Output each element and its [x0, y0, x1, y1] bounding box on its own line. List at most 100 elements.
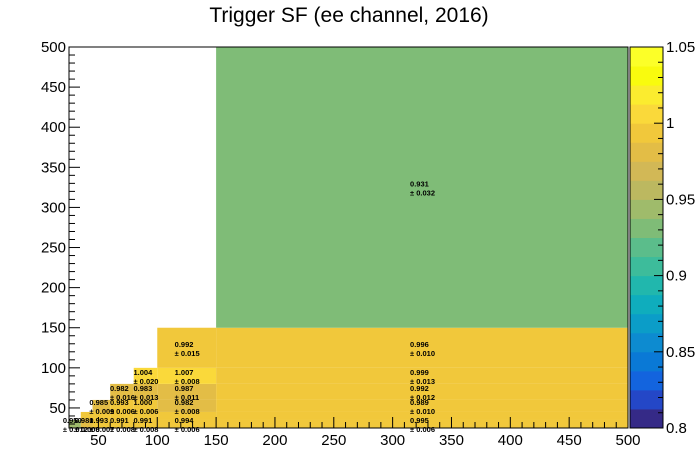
cell-value-label: 0.993	[110, 398, 129, 407]
cell-error-label: ± 0.010	[410, 349, 435, 358]
x-tick-label: 100	[145, 432, 170, 449]
cell-error-label: ± 0.006	[110, 407, 135, 416]
colorbar-segment	[630, 389, 663, 410]
cell-error-label: ± 0.008	[175, 407, 200, 416]
x-tick-label: 350	[439, 432, 464, 449]
colorbar-segment	[630, 332, 663, 353]
colorbar-segment	[630, 351, 663, 372]
y-tick-label: 300	[41, 199, 66, 216]
cell-error-label: ± 0.011	[175, 393, 200, 402]
y-tick-label: 50	[49, 400, 66, 417]
colorbar-segment	[630, 180, 663, 200]
cell-error-label: ± 0.007	[89, 425, 114, 434]
x-tick-label: 450	[557, 432, 582, 449]
heatmap-cell	[157, 383, 217, 400]
x-tick-label: 300	[380, 432, 405, 449]
y-tick-label: 350	[41, 159, 66, 176]
plot-frame	[68, 46, 629, 429]
heatmap-cell	[110, 383, 134, 400]
colorbar-tick-label: 1.05	[666, 39, 695, 56]
cell-value-label: 0.983	[133, 384, 152, 393]
x-tick-label: 50	[90, 432, 107, 449]
y-tick-label: 200	[41, 280, 66, 297]
heatmap-cell	[110, 399, 134, 412]
cell-error-label: ± 0.013	[410, 377, 435, 386]
cell-error-label: ± 0.032	[410, 188, 435, 197]
cell-value-label: 0.987	[175, 384, 194, 393]
y-tick-label: 400	[41, 119, 66, 136]
heatmap-cell	[80, 419, 93, 428]
cell-value-label: 0.991	[133, 416, 152, 425]
cell-value-label: 0.992	[175, 340, 194, 349]
cell-error-label: ± 0.016	[110, 393, 135, 402]
cell-value-label: 0.991	[110, 416, 129, 425]
cell-error-label: ± 0.012	[63, 425, 88, 434]
heatmap-cell	[157, 399, 217, 412]
heatmap-cell	[133, 411, 158, 420]
colorbar-segment	[630, 294, 663, 315]
colorbar-segment	[630, 66, 663, 86]
colorbar-tick-label: 0.8	[666, 420, 687, 437]
colorbar: 0.8 0.85 0.9 0.95 1 1.05	[629, 39, 695, 437]
cell-value-label: 1.007	[175, 368, 194, 377]
cell-error-label: ± 0.006	[175, 425, 200, 434]
cell-value-label: 0.995	[410, 416, 429, 425]
heatmap-cell	[133, 399, 158, 412]
cells-layer	[69, 47, 628, 428]
heatmap-cell	[216, 411, 628, 420]
heatmap-cell	[216, 367, 628, 384]
colorbar-segment	[630, 218, 663, 238]
chart-title: Trigger SF (ee channel, 2016)	[209, 4, 489, 27]
colorbar-segment	[630, 104, 663, 124]
cell-value-label: 0.931	[410, 179, 429, 188]
heatmap-cell	[110, 411, 134, 420]
x-tick-label: 500	[615, 432, 640, 449]
cell-value-label: 0.996	[410, 340, 429, 349]
colorbar-tick-label: 0.95	[666, 191, 695, 208]
colorbar-segment	[630, 313, 663, 334]
heatmap-cell	[92, 399, 111, 412]
cell-error-label: ± 0.006	[410, 425, 435, 434]
cell-error-label: ± 0.010	[410, 407, 435, 416]
y-tick-label: 100	[41, 360, 66, 377]
cell-error-label: ± 0.015	[175, 349, 200, 358]
heatmap-cell	[92, 419, 111, 428]
colorbar-segment	[630, 85, 663, 105]
y-tick-label: 250	[41, 240, 66, 257]
heatmap-cell	[216, 383, 628, 400]
colorbar-tick-label: 0.9	[666, 268, 687, 285]
colorbar-segment	[630, 408, 663, 429]
heatmap-cell	[133, 367, 158, 384]
cell-error-label: ± 0.008	[175, 377, 200, 386]
heatmap-cell	[216, 419, 628, 428]
colorbar-segment	[630, 237, 663, 258]
heatmap-cell	[216, 399, 628, 412]
cell-error-label: ± 0.009	[89, 407, 114, 416]
y-tick-label: 450	[41, 79, 66, 96]
heatmap-cell	[157, 327, 217, 368]
x-axis: 50 100 150 200 250 300 350 400 450 500	[90, 417, 641, 449]
cell-error-label: ± 0.008	[75, 425, 100, 434]
colorbar-segment	[630, 275, 663, 296]
cell-value-label: 0.985	[89, 398, 108, 407]
cell-value-label: 1.000	[133, 398, 152, 407]
heatmap-cell	[92, 411, 111, 420]
colorbar-segment	[630, 142, 663, 162]
heatmap-cell	[216, 47, 628, 328]
colorbar-tick-label: 0.85	[666, 344, 695, 361]
x-tick-label: 200	[262, 432, 287, 449]
cell-value-label: 1.004	[133, 368, 153, 377]
cell-value-label: 0.994	[175, 416, 195, 425]
colorbar-segment	[630, 199, 663, 219]
cell-value-label: 0.999	[410, 368, 429, 377]
cell-error-label: ± 0.012	[410, 393, 435, 402]
heatmap-cell	[157, 419, 217, 428]
colorbar-segment	[630, 161, 663, 181]
cell-value-label: 0.982	[175, 398, 194, 407]
heatmap-cell	[157, 367, 217, 384]
colorbar-frame	[629, 46, 664, 429]
x-tick-label: 250	[321, 432, 346, 449]
heatmap-cell	[216, 327, 628, 368]
